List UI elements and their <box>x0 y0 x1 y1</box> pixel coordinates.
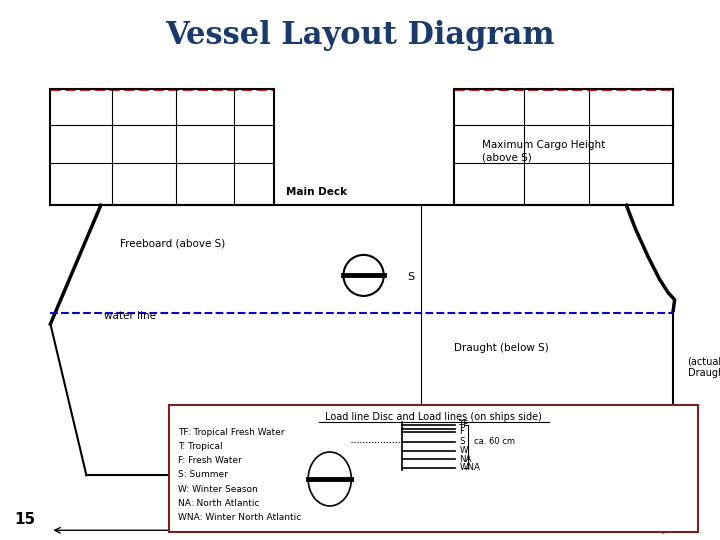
Text: WNA: Winter North Atlantic: WNA: Winter North Atlantic <box>178 514 301 522</box>
Text: Vessel Layout Diagram: Vessel Layout Diagram <box>165 19 555 51</box>
Text: ca. 60 cm: ca. 60 cm <box>474 437 515 446</box>
Text: T: Tropical: T: Tropical <box>178 442 222 451</box>
Text: F: Fresh Water: F: Fresh Water <box>178 456 242 465</box>
Text: TF: Tropical Fresh Water: TF: Tropical Fresh Water <box>178 428 284 437</box>
Text: Maximum Cargo Height
(above S): Maximum Cargo Height (above S) <box>482 140 606 162</box>
Text: WNA: WNA <box>459 463 480 472</box>
Text: water line: water line <box>104 311 156 321</box>
Text: F: F <box>459 428 464 436</box>
Text: Freeboard (above S): Freeboard (above S) <box>120 238 225 248</box>
Text: 15: 15 <box>14 511 35 526</box>
Text: Main Deck: Main Deck <box>287 187 347 197</box>
Text: (actual)
Draught: (actual) Draught <box>688 356 720 378</box>
Text: S: S <box>407 272 414 282</box>
Text: TF: TF <box>459 421 469 429</box>
Text: Length Overall (ignore bulbous bow length): Length Overall (ignore bulbous bow lengt… <box>231 520 489 530</box>
Text: S: Summer: S: Summer <box>178 470 228 480</box>
Text: T: T <box>459 424 464 433</box>
Text: S: S <box>459 437 465 446</box>
Text: NA: North Atlantic: NA: North Atlantic <box>178 499 259 508</box>
Text: S – Maximum Summer Load line: S – Maximum Summer Load line <box>276 498 444 508</box>
Text: W: W <box>459 447 468 455</box>
Text: W: Winter Season: W: Winter Season <box>178 485 258 494</box>
FancyBboxPatch shape <box>169 405 698 532</box>
Text: NA: NA <box>459 455 472 463</box>
Text: Draught (below S): Draught (below S) <box>454 343 549 353</box>
Text: Load line Disc and Load lines (on ships side): Load line Disc and Load lines (on ships … <box>325 412 542 422</box>
